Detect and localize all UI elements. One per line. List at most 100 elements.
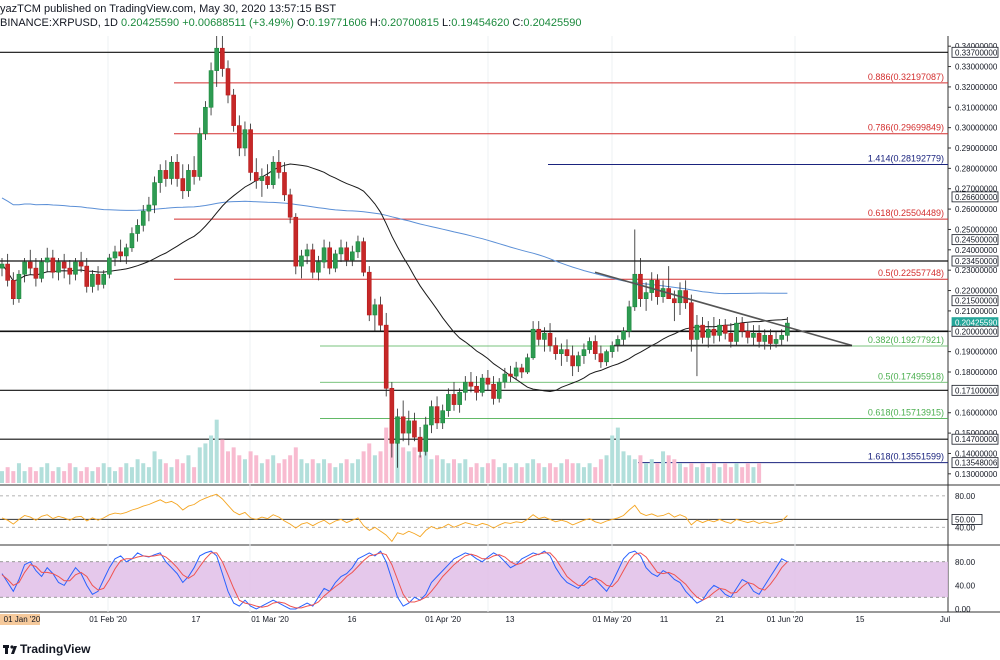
candle-body	[395, 416, 400, 444]
candle-body	[146, 204, 152, 212]
candle-body	[355, 241, 361, 253]
candle-body	[604, 351, 609, 363]
y-tick-label: 0.30000000	[955, 124, 998, 133]
candle-body	[762, 335, 768, 342]
candle-body	[124, 247, 129, 257]
stoch-k-line	[1, 550, 788, 610]
volume-bar	[344, 459, 349, 483]
price-tag-label: 0.24500000	[955, 236, 998, 245]
price-tag-label: 0.20000000	[955, 327, 998, 336]
x-tick-label: 15	[856, 615, 865, 624]
candle-body	[61, 261, 67, 269]
volume-bar	[203, 443, 208, 483]
candle-body	[259, 176, 265, 181]
volume-bar	[615, 427, 620, 483]
x-tick-label: Jul	[940, 615, 950, 624]
volume-bar	[45, 463, 50, 483]
x-tick-label: 17	[192, 615, 201, 624]
volume-bar	[175, 459, 180, 483]
volume-bar	[282, 459, 287, 483]
volume-bar	[497, 467, 502, 483]
candle-body	[581, 349, 587, 357]
candle-body	[700, 324, 705, 338]
volume-bar	[214, 419, 219, 483]
volume-bar	[209, 435, 214, 483]
candle-body	[135, 225, 140, 234]
price-tag	[951, 234, 999, 246]
volume-bar	[694, 467, 699, 483]
volume-bar	[90, 471, 95, 483]
ma100-line	[1, 163, 788, 393]
volume-bar	[327, 463, 332, 483]
candle-body	[643, 292, 649, 299]
volume-bar	[548, 463, 553, 483]
candle-body	[265, 176, 270, 185]
volume-bar	[542, 467, 547, 483]
rsi-tick-label: 80.00	[955, 492, 976, 501]
candle-body	[73, 261, 78, 275]
main-pane	[0, 36, 948, 484]
fib-label: 0.886(0.32197087)	[868, 72, 944, 82]
volume-bar	[644, 463, 649, 483]
candle-body	[655, 280, 660, 297]
candle-body	[536, 328, 542, 340]
candle-body	[564, 349, 570, 357]
candle-body	[208, 70, 214, 108]
candle-body	[95, 273, 101, 285]
volume-bar	[576, 463, 581, 483]
y-tick-label: 0.15000000	[955, 429, 998, 438]
price-tag	[951, 433, 999, 445]
volume-bar	[412, 447, 417, 483]
volume-bar	[135, 459, 140, 483]
chart-header: yazTCM published on TradingView.com, May…	[0, 0, 1000, 34]
stoch-d-line	[1, 552, 788, 609]
volume-bar	[16, 463, 21, 483]
candle-body	[50, 257, 56, 273]
volume-bar	[186, 455, 191, 483]
tradingview-logo-icon[interactable]	[2, 641, 18, 657]
volume-bar	[508, 467, 513, 483]
candle-body	[361, 241, 366, 273]
volume-bar	[293, 447, 298, 483]
candle-body	[598, 353, 604, 363]
candle-body	[118, 251, 123, 257]
volume-bar	[310, 459, 315, 483]
volume-bar	[163, 463, 168, 483]
volume-bar	[355, 459, 360, 483]
volume-bar	[514, 463, 519, 483]
candle-body	[338, 247, 344, 255]
volume-bar	[440, 459, 445, 483]
volume-bar	[446, 463, 451, 483]
symbol-label[interactable]: BINANCE:XRPUSD, 1D	[0, 17, 118, 29]
y-tick-label: 0.32000000	[955, 83, 998, 92]
candle-body	[491, 383, 496, 399]
volume-bar	[378, 451, 383, 483]
fib-label: 0.5(0.22557748)	[878, 268, 944, 278]
tradingview-brand[interactable]: TradingView	[20, 642, 91, 656]
volume-bar	[598, 459, 603, 483]
candle-body	[587, 341, 592, 350]
candle-body	[33, 267, 39, 279]
volume-bar	[339, 463, 343, 483]
candle-body	[756, 333, 762, 342]
volume-bar	[305, 463, 310, 483]
volume-bar	[367, 443, 372, 483]
volume-bar	[468, 467, 473, 483]
candle-body	[592, 341, 598, 354]
candle-body	[276, 161, 282, 173]
price-tag-label: 0.14700000	[955, 435, 998, 444]
x-tick-label: 16	[348, 615, 357, 624]
candle-body	[203, 106, 208, 135]
candle-body	[242, 129, 248, 149]
candle-body	[722, 324, 728, 334]
volume-bar	[322, 459, 327, 483]
candle-body	[632, 273, 638, 308]
stoch-tick-label: 80.00	[955, 558, 976, 567]
candle-body	[67, 267, 73, 275]
y-tick-label: 0.18000000	[955, 368, 998, 377]
volume-bar	[113, 471, 117, 483]
volume-bar	[22, 471, 27, 483]
y-tick-label: 0.23000000	[955, 266, 998, 275]
candle-body	[530, 328, 536, 359]
